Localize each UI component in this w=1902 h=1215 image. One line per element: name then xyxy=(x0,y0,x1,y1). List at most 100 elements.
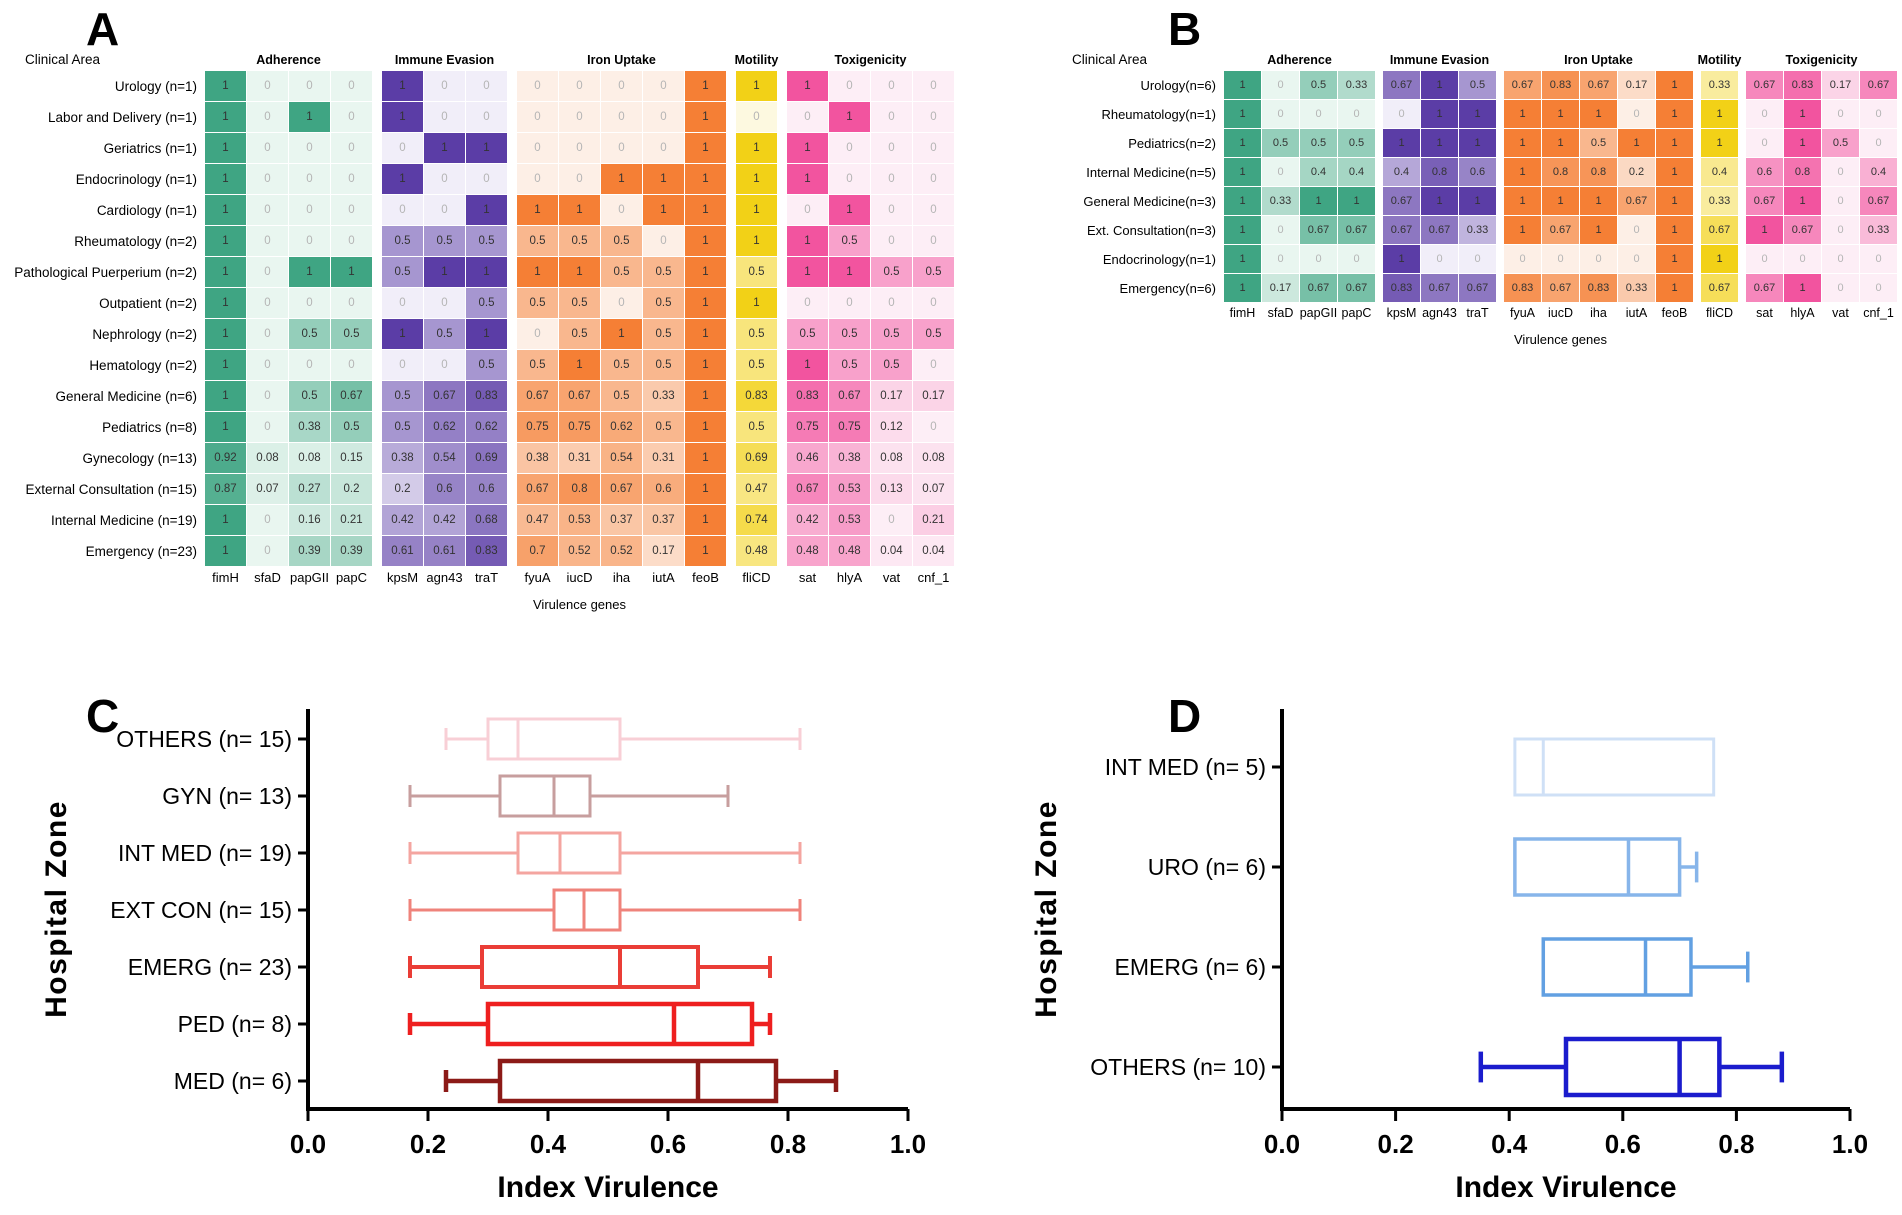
heatmap-cell: 0.67 xyxy=(1459,274,1496,302)
x-tick-label: 0.0 xyxy=(1264,1129,1300,1159)
heatmap-cell: 0 xyxy=(247,505,288,535)
x-axis-title: Index Virulence xyxy=(497,1171,718,1204)
heatmap-cell: 0 xyxy=(331,226,372,256)
heatmap-cell: 0.08 xyxy=(913,443,954,473)
boxplot-svg: OTHERS (n= 15) GYN (n= 13) INT MED (n= 19)… xyxy=(40,709,926,1204)
heatmap-cell: 1 xyxy=(685,71,726,101)
heatmap-cell: 0 xyxy=(1746,245,1783,273)
heatmap-cell: 0.67 xyxy=(787,474,828,504)
box xyxy=(1513,737,1716,797)
gene-label-spacer xyxy=(25,570,205,585)
category-label: EMERG (n= 6) xyxy=(1115,954,1266,980)
row-label: Gynecology (n=13) xyxy=(82,450,197,466)
group-title: Adherence xyxy=(256,53,321,67)
gene-group: 1 xyxy=(1701,245,1738,273)
heatmap-cell: 0.52 xyxy=(559,536,600,566)
gene-group: 1 0 0.5 0.67 xyxy=(205,381,372,411)
heatmap-cell: 0.33 xyxy=(1338,71,1375,99)
gene-group: 1 xyxy=(736,164,777,194)
heatmap-cell: 1 xyxy=(685,319,726,349)
row-label: Urology(n=6) xyxy=(1140,77,1216,93)
heatmap-cell: 0.53 xyxy=(829,474,870,504)
gene-group: 0.67 0.67 0.5 0.33 1 xyxy=(517,381,726,411)
heatmap-cell: 0 xyxy=(736,102,777,132)
heatmap-cell: 1 xyxy=(1421,71,1458,99)
heatmap-cell: 0 xyxy=(643,133,684,163)
heatmap-cell: 0 xyxy=(289,226,330,256)
heatmap-cell: 0.5 xyxy=(1338,129,1375,157)
row-label: Labor and Delivery (n=1) xyxy=(48,109,197,125)
heatmap-cell: 0 xyxy=(1618,245,1655,273)
heatmap-cell: 0.8 xyxy=(1784,158,1821,186)
group-title: Immune Evasion xyxy=(394,53,495,67)
heatmap-cell: 1 xyxy=(685,226,726,256)
gene-group: 1 0 0.5 0.33 xyxy=(1224,71,1375,99)
gene-label: fliCD xyxy=(1705,306,1734,320)
heatmap-cell: 0.67 xyxy=(1580,71,1617,99)
heatmap-cell: 0.39 xyxy=(289,536,330,566)
heatmap-cell: 0.69 xyxy=(466,443,507,473)
heatmap-cell: 0.5 xyxy=(382,257,423,287)
gene-label-group: kpsM agn43 traT xyxy=(382,570,507,585)
gene-group: 0.75 0.75 0.62 0.5 1 xyxy=(517,412,726,442)
heatmap-cell: 0.68 xyxy=(466,505,507,535)
heatmap-cell: 0 xyxy=(913,133,954,163)
heatmap-cell: 1 xyxy=(1459,129,1496,157)
heatmap-cell: 0 xyxy=(913,71,954,101)
group-title: Iron Uptake xyxy=(1564,53,1633,67)
heatmap-cell: 1 xyxy=(601,319,642,349)
gene-group: 0.6 0.8 0 0.4 xyxy=(1746,158,1897,186)
heatmap-cell: 0 xyxy=(466,102,507,132)
heatmap-row: Urology (n=1) 1 0 0 0 1 0 0 0 0 0 0 1 1 1 0 0 0 xyxy=(25,71,954,101)
heatmap-row: Rheumatology(n=1) 1 0 0 0 0 1 1 1 1 1 0 1 1 0 1 0 0 xyxy=(1072,100,1897,128)
heatmap-cell: 0.83 xyxy=(787,381,828,411)
gene-group: 0.7 0.52 0.52 0.17 1 xyxy=(517,536,726,566)
heatmap-cell: 1 xyxy=(1656,187,1693,215)
heatmap-cell: 0 xyxy=(601,195,642,225)
heatmap-cell: 1 xyxy=(685,505,726,535)
boxplot-svg: INT MED (n= 5) URO (n= 6) EMERG (n= 6) OTHE… xyxy=(1030,709,1868,1204)
heatmap-row: Endocrinology(n=1) 1 0 0 0 1 0 0 0 0 0 0 1 1 0 0 0 0 xyxy=(1072,245,1897,273)
heatmap-cell: 0.2 xyxy=(331,474,372,504)
heatmap-cell: 1 xyxy=(1224,245,1261,273)
heatmap-cell: 1 xyxy=(1656,100,1693,128)
gene-label-spacer xyxy=(1072,306,1224,320)
heatmap-cell: 0 xyxy=(1860,245,1897,273)
heatmap-cell: 0.5 xyxy=(424,319,465,349)
heatmap-cell: 0 xyxy=(559,102,600,132)
row-label: Rheumatology (n=2) xyxy=(74,233,197,249)
heatmap-cell: 0 xyxy=(871,71,912,101)
heatmap-cell: 0 xyxy=(1300,245,1337,273)
box xyxy=(480,945,700,989)
gene-group: 1 0 0.39 0.39 xyxy=(205,536,372,566)
heatmap-cell: 0 xyxy=(1822,187,1859,215)
heatmap-cell: 0 xyxy=(871,133,912,163)
heatmap-cell: 0.5 xyxy=(517,226,558,256)
heatmap-cell: 0 xyxy=(1262,71,1299,99)
gene-label-group: kpsM agn43 traT xyxy=(1383,306,1496,320)
gene-group: 0.69 xyxy=(736,443,777,473)
heatmap-cell: 1 xyxy=(1421,187,1458,215)
heatmap-cell: 1 xyxy=(517,257,558,287)
heatmap-cell: 0.5 xyxy=(1262,129,1299,157)
heatmap-row: Internal Medicine(n=5) 1 0 0.4 0.4 0.4 0.8 0.6 1… xyxy=(1072,158,1897,186)
category-label: EXT CON (n= 15) xyxy=(110,897,292,923)
heatmap-cell: 1 xyxy=(559,350,600,380)
gene-label-group: fimH sfaD papGII papC xyxy=(1224,306,1375,320)
heatmap-cell: 0.33 xyxy=(1459,216,1496,244)
heatmap-cell: 0 xyxy=(1262,100,1299,128)
heatmap-cell: 0.07 xyxy=(247,474,288,504)
heatmap-cell: 0.47 xyxy=(736,474,777,504)
heatmap-cell: 0.67 xyxy=(1618,187,1655,215)
heatmap-cell: 0.5 xyxy=(559,226,600,256)
box xyxy=(1541,937,1693,997)
heatmap-cell: 0.5 xyxy=(736,412,777,442)
heatmap-cell: 1 xyxy=(205,133,246,163)
heatmap-cell: 0.15 xyxy=(331,443,372,473)
heatmap-cell: 0.62 xyxy=(601,412,642,442)
heatmap-cell: 0.83 xyxy=(466,381,507,411)
heatmap-cell: 0 xyxy=(1822,100,1859,128)
x-tick-label: 0.8 xyxy=(1718,1129,1754,1159)
